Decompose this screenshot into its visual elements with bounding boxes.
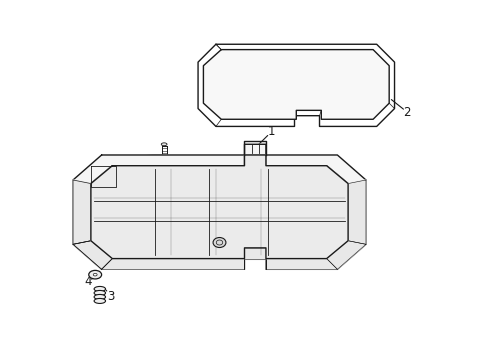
Polygon shape — [102, 258, 244, 269]
Ellipse shape — [116, 155, 198, 194]
Ellipse shape — [93, 273, 97, 276]
Text: 2: 2 — [390, 100, 410, 119]
Polygon shape — [265, 258, 337, 269]
Text: 3: 3 — [106, 289, 114, 303]
Polygon shape — [73, 241, 112, 269]
Polygon shape — [73, 144, 365, 269]
Polygon shape — [203, 50, 388, 119]
Ellipse shape — [213, 238, 225, 248]
Polygon shape — [91, 155, 347, 258]
Ellipse shape — [94, 294, 105, 300]
Ellipse shape — [94, 298, 105, 303]
Text: 4: 4 — [84, 275, 96, 288]
Polygon shape — [326, 241, 365, 269]
Polygon shape — [244, 248, 265, 258]
Polygon shape — [73, 180, 91, 244]
Polygon shape — [347, 180, 365, 244]
Polygon shape — [73, 241, 112, 269]
Polygon shape — [198, 44, 394, 126]
Ellipse shape — [94, 291, 105, 296]
Ellipse shape — [161, 143, 166, 146]
Polygon shape — [91, 155, 347, 258]
Ellipse shape — [94, 287, 105, 292]
Text: 5: 5 — [114, 168, 130, 181]
Ellipse shape — [88, 270, 102, 279]
Text: 1: 1 — [259, 125, 275, 144]
